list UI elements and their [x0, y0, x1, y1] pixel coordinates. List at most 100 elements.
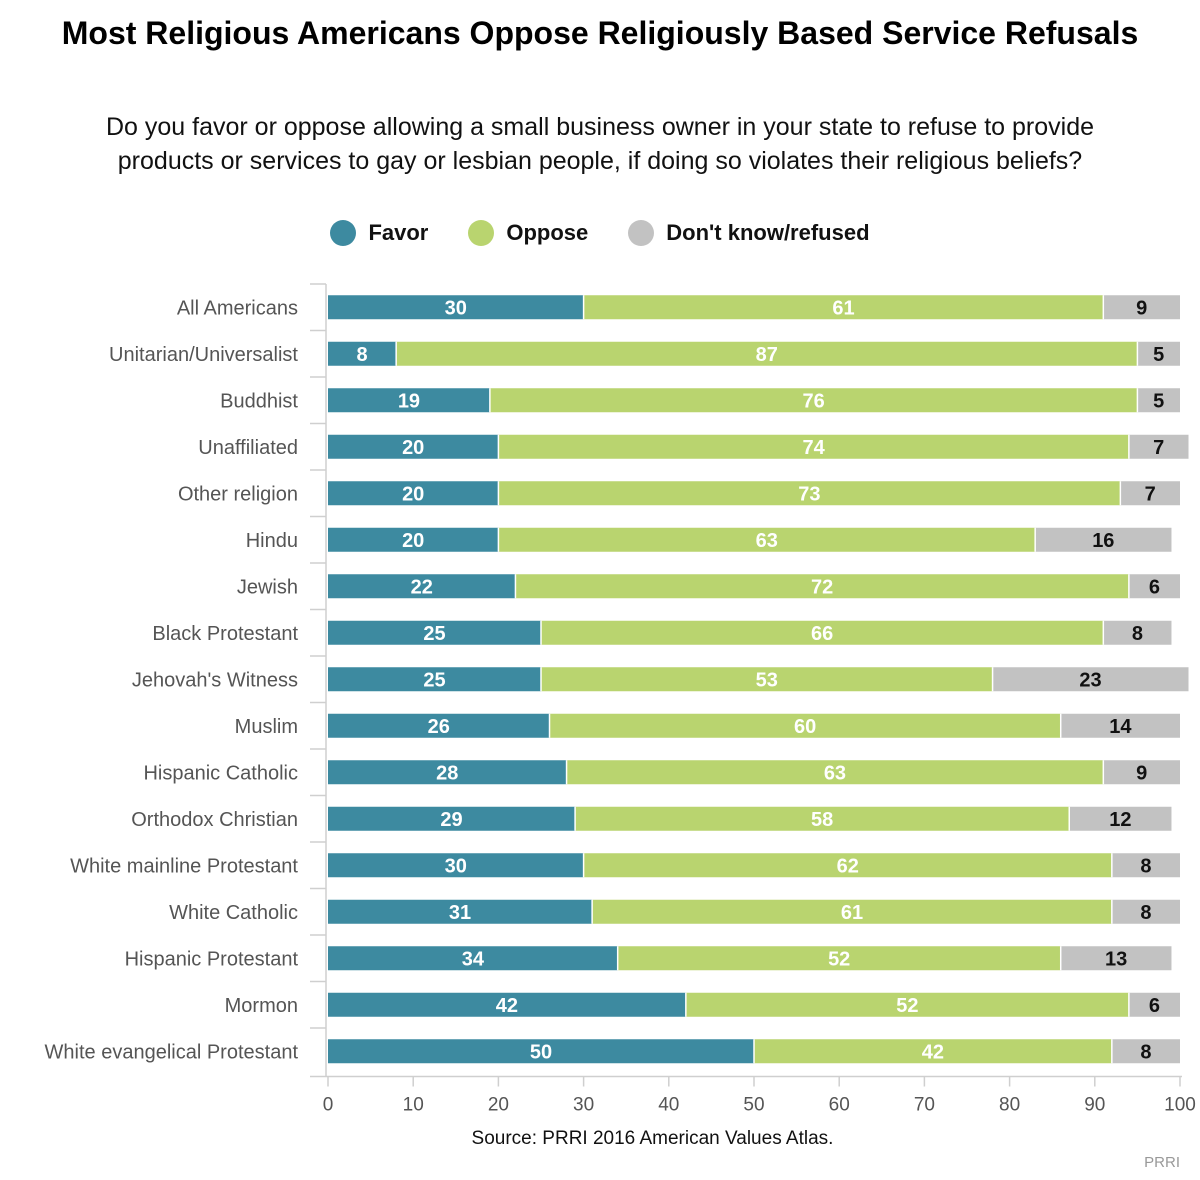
bar-oppose-muslim [549, 713, 1061, 738]
bar-favor-hindu [328, 527, 499, 552]
source-note: Source: PRRI 2016 American Values Atlas. [471, 1128, 834, 1149]
data-label-oppose-muslim: 60 [794, 716, 816, 738]
data-label-favor-black-protestant: 25 [423, 623, 445, 645]
category-label-unaffiliated: Unaffiliated [198, 437, 298, 459]
bar-oppose-buddhist [489, 388, 1138, 413]
category-label-jewish: Jewish [237, 576, 298, 598]
data-label-oppose-white-catholic: 61 [841, 902, 863, 924]
category-label-mormon: Mormon [225, 995, 298, 1017]
data-label-oppose-other-religion: 73 [798, 483, 820, 505]
bar-favor-orthodox-christian [328, 806, 576, 831]
bar-favor-hispanic-catholic [328, 760, 567, 785]
data-label-favor-buddhist: 19 [398, 390, 420, 412]
data-label-oppose-buddhist: 76 [803, 390, 825, 412]
legend-label-oppose: Oppose [506, 220, 589, 245]
data-label-favor-white-mainline-protestant: 30 [445, 855, 467, 877]
bar-favor-white-evangelical-protestant [328, 1039, 754, 1064]
bar-oppose-mormon [685, 992, 1129, 1017]
data-label-favor-all-americans: 30 [445, 297, 467, 319]
chart-subtitle: Do you favor or oppose allowing a small … [105, 113, 1095, 175]
bar-don-t-know-refused-hispanic-protestant [1060, 946, 1172, 971]
data-label-favor-hispanic-protestant: 34 [462, 948, 485, 970]
category-label-white-evangelical-protestant: White evangelical Protestant [45, 1041, 299, 1063]
bar-don-t-know-refused-hispanic-catholic [1103, 760, 1180, 785]
legend-label-dont-know: Don't know/refused [666, 220, 870, 245]
credit-label: PRRI [1144, 1154, 1180, 1171]
data-label-don-t-know-refused-all-americans: 9 [1136, 297, 1147, 319]
data-label-don-t-know-refused-mormon: 6 [1149, 995, 1160, 1017]
data-label-favor-jehovah-s-witness: 25 [423, 669, 445, 691]
x-tick-label-50: 50 [743, 1095, 764, 1116]
bar-don-t-know-refused-black-protestant [1103, 620, 1172, 645]
bar-don-t-know-refused-unitarian-universalist [1137, 341, 1180, 366]
data-label-favor-jewish: 22 [411, 576, 433, 598]
data-label-favor-white-evangelical-protestant: 50 [530, 1041, 552, 1063]
data-label-oppose-all-americans: 61 [832, 297, 854, 319]
bar-oppose-all-americans [583, 295, 1104, 320]
bar-oppose-other-religion [498, 481, 1121, 506]
data-label-favor-white-catholic: 31 [449, 902, 471, 924]
x-tick-label-100: 100 [1164, 1095, 1196, 1116]
category-label-jehovah-s-witness: Jehovah's Witness [132, 669, 298, 691]
bar-don-t-know-refused-white-evangelical-protestant [1111, 1039, 1180, 1064]
data-label-oppose-orthodox-christian: 58 [811, 809, 833, 831]
bar-oppose-black-protestant [541, 620, 1104, 645]
chart-title: Most Religious Americans Oppose Religiou… [61, 15, 1139, 51]
data-label-oppose-hispanic-catholic: 63 [824, 762, 846, 784]
data-label-oppose-white-evangelical-protestant: 42 [922, 1041, 944, 1063]
bar-favor-jewish [328, 574, 516, 599]
bar-don-t-know-refused-orthodox-christian [1069, 806, 1172, 831]
category-label-all-americans: All Americans [177, 297, 298, 319]
data-label-favor-orthodox-christian: 29 [440, 809, 462, 831]
x-tick-label-20: 20 [488, 1095, 509, 1116]
bar-favor-other-religion [328, 481, 499, 506]
bar-oppose-jewish [515, 574, 1129, 599]
bar-favor-unitarian-universalist [328, 341, 397, 366]
data-label-don-t-know-refused-unaffiliated: 7 [1153, 437, 1164, 459]
data-label-don-t-know-refused-hispanic-protestant: 13 [1105, 948, 1127, 970]
bar-favor-white-mainline-protestant [328, 853, 584, 878]
data-label-favor-mormon: 42 [496, 995, 518, 1017]
bar-oppose-jehovah-s-witness [541, 667, 993, 692]
x-tick-label-60: 60 [829, 1095, 850, 1116]
x-tick-label-0: 0 [323, 1095, 334, 1116]
bar-oppose-hispanic-protestant [617, 946, 1061, 971]
x-tick-label-90: 90 [1084, 1095, 1105, 1116]
data-label-oppose-hispanic-protestant: 52 [828, 948, 850, 970]
data-label-favor-other-religion: 20 [402, 483, 424, 505]
bar-don-t-know-refused-hindu [1035, 527, 1172, 552]
data-label-oppose-jehovah-s-witness: 53 [756, 669, 778, 691]
bar-favor-jehovah-s-witness [328, 667, 541, 692]
bar-favor-muslim [328, 713, 550, 738]
data-label-don-t-know-refused-hispanic-catholic: 9 [1136, 762, 1147, 784]
data-label-don-t-know-refused-jehovah-s-witness: 23 [1079, 669, 1101, 691]
category-label-hispanic-protestant: Hispanic Protestant [125, 948, 299, 970]
legend-item-dont-know: Don't know/refused [628, 220, 870, 246]
bar-favor-buddhist [328, 388, 490, 413]
data-label-don-t-know-refused-buddhist: 5 [1153, 390, 1164, 412]
data-label-oppose-black-protestant: 66 [811, 623, 833, 645]
data-label-oppose-unaffiliated: 74 [803, 437, 826, 459]
data-label-favor-hispanic-catholic: 28 [436, 762, 458, 784]
bar-oppose-unitarian-universalist [396, 341, 1138, 366]
legend-swatch-favor [330, 220, 357, 246]
category-label-other-religion: Other religion [178, 483, 298, 505]
bar-oppose-white-catholic [592, 899, 1112, 924]
bar-oppose-unaffiliated [498, 434, 1129, 459]
category-label-white-mainline-protestant: White mainline Protestant [70, 855, 298, 877]
bar-don-t-know-refused-mormon [1128, 992, 1180, 1017]
bar-oppose-orthodox-christian [575, 806, 1070, 831]
data-label-don-t-know-refused-muslim: 14 [1109, 716, 1132, 738]
x-tick-label-10: 10 [403, 1095, 424, 1116]
legend-item-favor: Favor [330, 220, 428, 246]
bar-don-t-know-refused-buddhist [1137, 388, 1180, 413]
bar-don-t-know-refused-jewish [1128, 574, 1180, 599]
data-label-oppose-white-mainline-protestant: 62 [837, 855, 859, 877]
bar-favor-white-catholic [328, 899, 593, 924]
bar-don-t-know-refused-unaffiliated [1128, 434, 1189, 459]
category-label-unitarian-universalist: Unitarian/Universalist [109, 344, 298, 366]
x-tick-label-70: 70 [914, 1095, 935, 1116]
bar-don-t-know-refused-muslim [1060, 713, 1180, 738]
category-label-black-protestant: Black Protestant [152, 623, 298, 645]
category-label-muslim: Muslim [235, 716, 298, 738]
